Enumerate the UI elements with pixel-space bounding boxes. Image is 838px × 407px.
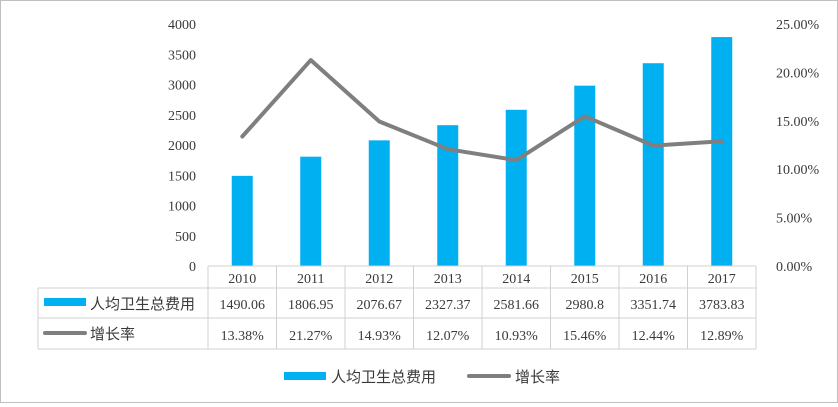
x-tick-label: 2015 [571,272,599,287]
x-tick-label: 2013 [434,272,462,287]
y-right-tick-label: 10.00% [776,163,820,178]
growth-line [240,58,724,163]
x-tick-label: 2017 [708,272,736,287]
y-right-tick-label: 25.00% [776,18,820,33]
bar [642,63,664,267]
table-cell-rate: 12.07% [426,329,470,344]
table-cell-value: 2327.37 [425,298,471,313]
x-tick-label: 2011 [297,272,324,287]
table-cell-value: 2980.8 [566,298,605,313]
y-left-tick-label: 2500 [168,109,196,124]
table-cell-rate: 10.93% [495,329,539,344]
table-cell-value: 2076.67 [357,298,403,313]
bar [231,175,253,266]
table-cell-rate: 15.46% [563,329,607,344]
y-left-tick-label: 3500 [168,48,196,63]
table-cell-rate: 14.93% [358,329,402,344]
row-key-bar [44,298,86,306]
x-tick-label: 2010 [228,272,256,287]
x-tick-label: 2012 [365,272,393,287]
y-left-tick-label: 1500 [168,169,196,184]
y-left-tick-label: 0 [189,260,196,275]
bar [574,85,596,267]
row-header: 增长率 [90,325,135,343]
y-right-axis: 0.00% 5.00% 10.00% 15.00% 20.00% 25.00% [776,18,820,275]
row-header: 人均卫生总费用 [90,295,195,313]
y-right-tick-label: 5.00% [776,212,813,227]
table-cell-value: 1806.95 [288,298,334,313]
x-tick-label: 2014 [502,272,530,287]
y-left-tick-label: 3000 [168,79,196,94]
table-cell-rate: 12.44% [632,329,676,344]
bar-series [231,37,733,267]
table-cell-rate: 13.38% [221,329,265,344]
table-cell-value: 3351.74 [631,298,677,313]
y-left-tick-label: 2000 [168,139,196,154]
bar [300,156,322,266]
y-left-tick-label: 500 [175,230,196,245]
table-cell-rate: 21.27% [289,329,333,344]
bar [437,125,459,266]
table-cell-rate: 12.89% [700,329,744,344]
table-cell-value: 3783.83 [699,298,745,313]
table-cell-value: 1490.06 [220,298,266,313]
legend-label: 人均卫生总费用 [331,368,436,386]
x-tick-label: 2016 [639,272,667,287]
bar [711,37,733,267]
line-series [240,58,724,163]
y-right-tick-label: 15.00% [776,115,820,130]
bar [505,109,527,266]
legend-swatch-bar [284,372,326,380]
y-left-tick-label: 4000 [168,18,196,33]
legend: 人均卫生总费用 增长率 [284,368,560,386]
y-left-axis: 0 500 1000 1500 2000 2500 3000 3500 4000 [168,18,196,275]
table-cell-value: 2581.66 [494,298,540,313]
bar [368,140,390,266]
y-right-tick-label: 0.00% [776,260,813,275]
legend-label: 增长率 [515,368,560,386]
y-left-tick-label: 1000 [168,200,196,215]
data-table: 2010 1490.06 13.38% 2011 1806.95 21.27% 2012 20… [37,265,757,350]
y-right-tick-label: 20.00% [776,66,820,81]
